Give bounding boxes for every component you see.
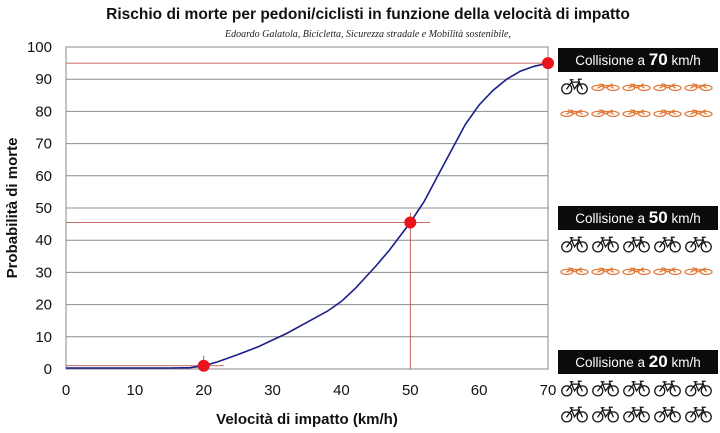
bicycle-icon: [592, 380, 619, 397]
fallen-bicycle-icon: [684, 83, 713, 92]
x-axis-label: Velocità di impatto (km/h): [216, 411, 398, 428]
y-tick-label: 50: [35, 200, 52, 217]
data-point: [542, 57, 554, 70]
fallen-bicycle-icon: [653, 267, 682, 276]
scenario-panel-70: Collisione a 70 km/h: [558, 48, 718, 124]
fallen-bicycle-icon: [653, 83, 682, 92]
x-tick-label: 40: [333, 382, 350, 399]
y-tick-label: 60: [35, 168, 52, 185]
scenario-unit: km/h: [671, 211, 701, 226]
x-tick-label: 20: [195, 382, 212, 399]
bicycle-icon-row: [558, 378, 718, 400]
x-tick-label: 60: [471, 382, 488, 399]
bicycle-icon: [654, 406, 681, 423]
fallen-bicycle-icon: [653, 109, 682, 118]
bicycle-icon: [623, 236, 650, 253]
y-tick-label: 10: [35, 329, 52, 346]
y-axis-label: Probabilità di morte: [4, 138, 21, 279]
scenario-prefix: Collisione a: [575, 53, 646, 68]
bicycle-icon: [561, 78, 588, 95]
x-tick-labels: 0 10 20 30 40 50 60 70: [62, 382, 557, 399]
fallen-bicycle-icon: [591, 267, 620, 276]
chart-subtitle: Edoardo Galatola, Bicicletta, Sicurezza …: [224, 29, 511, 40]
bicycle-icon-grid: [558, 234, 718, 282]
fallen-bicycle-icon: [622, 267, 651, 276]
grid-lines: [66, 46, 548, 370]
scenario-speed: 70: [648, 50, 668, 69]
y-tick-label: 30: [35, 264, 52, 281]
bicycle-icon-row: [558, 404, 718, 426]
bicycle-icon: [561, 380, 588, 397]
bicycle-icon: [561, 236, 588, 253]
x-tick-label: 30: [264, 382, 281, 399]
fallen-bicycle-icon: [560, 109, 589, 118]
bicycle-icon: [685, 406, 712, 423]
y-tick-label: 20: [35, 297, 52, 314]
bicycle-icon-row: [558, 76, 718, 98]
fallen-bicycle-icon: [591, 109, 620, 118]
scenario-header-70: Collisione a 70 km/h: [558, 48, 718, 72]
scenario-unit: km/h: [671, 53, 701, 68]
scenario-prefix: Collisione a: [575, 355, 646, 370]
fallen-bicycle-icon: [622, 109, 651, 118]
scenario-speed: 20: [648, 352, 668, 371]
bicycle-icon-row: [558, 234, 718, 256]
y-tick-label: 70: [35, 136, 52, 153]
x-tick-label: 50: [402, 382, 419, 399]
x-tick-label: 10: [127, 382, 144, 399]
guide-lines: [66, 53, 554, 369]
scenario-panel-20: Collisione a 20 km/h: [558, 350, 718, 426]
bicycle-icon: [654, 236, 681, 253]
x-tick-label: 70: [540, 382, 557, 399]
y-tick-label: 40: [35, 232, 52, 249]
bicycle-icon: [685, 236, 712, 253]
scenario-header-20: Collisione a 20 km/h: [558, 350, 718, 374]
fallen-bicycle-icon: [591, 83, 620, 92]
y-tick-label: 100: [27, 39, 52, 56]
bicycle-icon-row: [558, 260, 718, 282]
scenario-speed: 50: [648, 208, 668, 227]
bicycle-icon-row: [558, 102, 718, 124]
bicycle-icon: [623, 406, 650, 423]
y-tick-labels: 0 10 20 30 40 50 60 70 80 90 100: [27, 39, 52, 378]
data-point: [197, 359, 210, 372]
fallen-bicycle-icon: [622, 83, 651, 92]
fallen-bicycle-icon: [560, 267, 589, 276]
bicycle-icon: [654, 380, 681, 397]
risk-curve-line: [66, 62, 549, 369]
fallen-bicycle-icon: [684, 267, 713, 276]
scenario-header-50: Collisione a 50 km/h: [558, 206, 718, 230]
x-tick-label: 0: [62, 382, 70, 399]
bicycle-icon-grid: [558, 378, 718, 426]
y-tick-label: 0: [44, 361, 52, 378]
bicycle-icon: [592, 406, 619, 423]
bicycle-icon-grid: [558, 76, 718, 124]
bicycle-icon: [623, 380, 650, 397]
chart-title: Rischio di morte per pedoni/ciclisti in …: [106, 6, 630, 23]
bicycle-icon: [561, 406, 588, 423]
bicycle-icon: [592, 236, 619, 253]
y-tick-label: 90: [35, 71, 52, 88]
data-point: [404, 216, 417, 229]
scenario-unit: km/h: [671, 355, 701, 370]
fallen-bicycle-icon: [684, 109, 713, 118]
scenario-panel-50: Collisione a 50 km/h: [558, 206, 718, 282]
scenario-prefix: Collisione a: [575, 211, 646, 226]
plot-frame: [65, 46, 549, 370]
bicycle-icon: [685, 380, 712, 397]
y-tick-label: 80: [35, 103, 52, 120]
highlighted-points: [197, 57, 554, 372]
